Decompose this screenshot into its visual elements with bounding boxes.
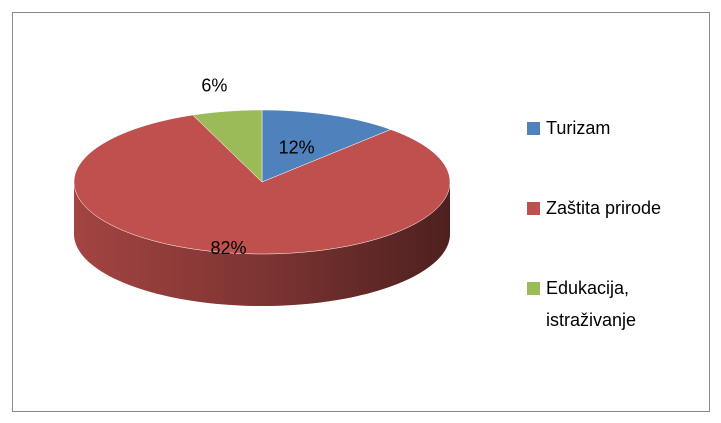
data-label: 6% xyxy=(201,75,227,95)
legend-swatch xyxy=(527,202,540,215)
legend-swatch xyxy=(527,122,540,135)
legend-swatch xyxy=(527,282,540,295)
legend-item: Turizam xyxy=(527,112,676,144)
data-label: 12% xyxy=(279,137,315,157)
legend-item: Edukacija, istraživanje xyxy=(527,272,676,336)
pie-side-shade xyxy=(74,182,450,306)
pie-slice xyxy=(73,114,451,255)
legend-item: Zaštita prirode xyxy=(527,192,676,224)
pie-slice xyxy=(261,109,392,183)
legend-label: Edukacija, istraživanje xyxy=(546,278,637,330)
legend-label: Zaštita prirode xyxy=(546,198,662,218)
pie-slice xyxy=(192,109,263,183)
legend-label: Turizam xyxy=(546,118,611,138)
data-label: 82% xyxy=(211,238,247,258)
